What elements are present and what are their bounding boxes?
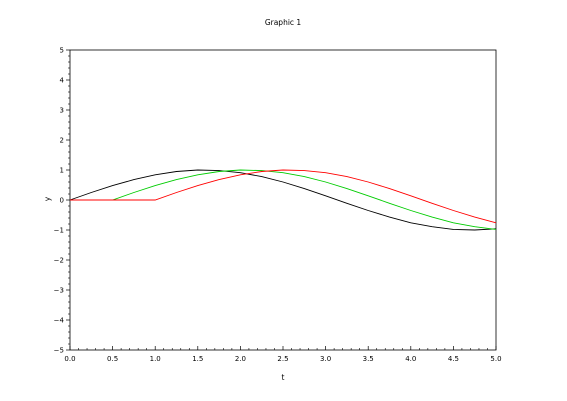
x-tick-label: 3.5 — [363, 355, 374, 363]
series-line-2 — [70, 169, 497, 230]
y-axis-label: y — [43, 196, 52, 201]
y-tick-label: 0 — [60, 197, 64, 205]
x-tick-label: 2.5 — [277, 355, 288, 363]
x-tick-label: 4.5 — [448, 355, 459, 363]
y-tick-label: −1 — [54, 227, 64, 235]
series-line-3 — [70, 169, 497, 224]
x-tick-label: 4.0 — [405, 355, 416, 363]
series-line-1 — [69, 169, 497, 231]
x-tick-label: 1.5 — [192, 355, 203, 363]
y-tick-label: 3 — [60, 107, 64, 115]
y-tick-label: −4 — [54, 317, 65, 325]
x-tick-label: 3.0 — [320, 355, 331, 363]
chart-title: Graphic 1 — [265, 18, 302, 27]
x-tick-label: 1.0 — [150, 355, 161, 363]
plot-area: 0.0 0.5 1.0 1.5 2.0 2.5 3.0 3.5 4.0 4.5 5.0 −5 −4 −3 −… — [54, 47, 502, 364]
y-tick-label: 5 — [60, 47, 64, 55]
y-tick-label: 4 — [60, 77, 65, 85]
x-tick-label: 0.5 — [107, 355, 118, 363]
y-tick-label: 1 — [60, 167, 64, 175]
x-tick-label: 5.0 — [490, 355, 501, 363]
y-tick-label: 2 — [60, 137, 64, 145]
x-tick-label: 2.0 — [235, 355, 246, 363]
x-tick-label: 0.0 — [64, 355, 75, 363]
y-tick-label: −3 — [54, 287, 64, 295]
x-axis-label: t — [282, 373, 285, 382]
y-tick-label: −5 — [54, 347, 64, 355]
y-tick-label: −2 — [54, 257, 64, 265]
